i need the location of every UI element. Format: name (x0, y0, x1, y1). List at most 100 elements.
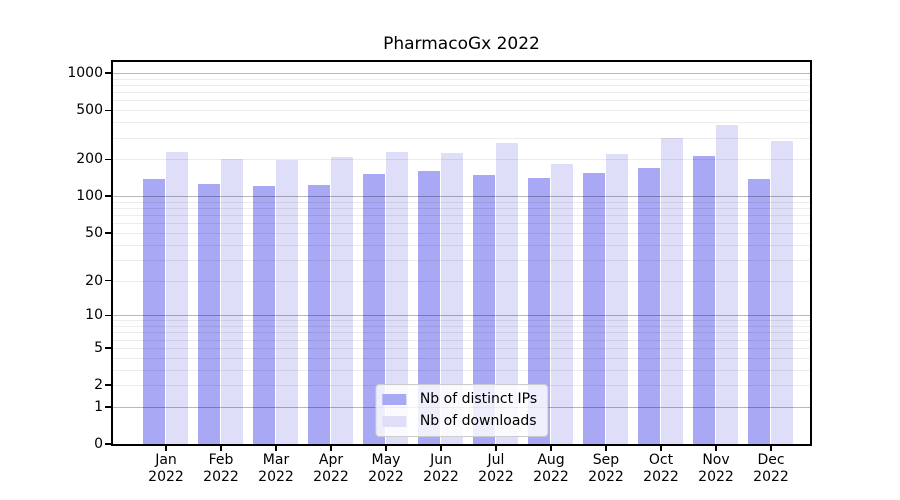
gridline-minor (113, 332, 810, 334)
y-tick-label: 50 (85, 224, 103, 241)
x-tick-mark (440, 444, 442, 451)
gridline-minor (113, 357, 810, 359)
x-tick-mark (605, 444, 607, 451)
bar-downloads-jul (496, 142, 518, 444)
x-tick-mark (330, 444, 332, 451)
x-tick-label: Sep 2022 (588, 452, 624, 485)
bar-downloads-aug (551, 163, 573, 444)
legend-swatch-distinct-ips (381, 393, 406, 405)
gridline-minor (113, 122, 810, 124)
y-tick-label: 2 (94, 377, 103, 394)
y-tick-label: 500 (76, 102, 103, 119)
y-tick-mark (105, 195, 111, 197)
bar-downloads-sep (606, 154, 628, 444)
y-tick-label: 1000 (67, 65, 103, 82)
plot-area: Nb of distinct IPs Nb of downloads 0 1 2 5 1… (67, 60, 812, 485)
bar-downloads-jan (166, 151, 188, 444)
x-tick-mark (165, 444, 167, 451)
bar-distinct-ips-dec (748, 179, 770, 444)
y-tick-label: 5 (94, 339, 103, 356)
bar-distinct-ips-jan (143, 179, 165, 444)
x-tick-mark (715, 444, 717, 451)
bar-distinct-ips-oct (638, 168, 660, 444)
gridline-minor (113, 259, 810, 261)
gridline-minor (113, 78, 810, 80)
gridline-minor (113, 339, 810, 341)
y-tick-label: 100 (76, 188, 103, 205)
y-tick-mark (105, 109, 111, 111)
gridline-minor (113, 215, 810, 217)
y-tick-label: 1 (94, 398, 103, 415)
legend-item-downloads: Nb of downloads (381, 413, 537, 429)
y-tick-mark (105, 347, 111, 349)
bar-distinct-ips-jun (418, 171, 440, 444)
y-tick-mark (105, 443, 111, 445)
gridline-minor (113, 347, 810, 349)
x-tick-mark (385, 444, 387, 451)
y-tick-label: 200 (76, 151, 103, 168)
x-tick-label: Jun 2022 (423, 452, 459, 485)
gridline-minor (113, 208, 810, 210)
bar-downloads-may (386, 152, 408, 444)
y-tick-label: 10 (85, 307, 103, 324)
x-tick-mark (275, 444, 277, 451)
y-tick-mark (105, 279, 111, 282)
legend-label-downloads: Nb of downloads (419, 413, 537, 429)
y-tick-mark (105, 384, 111, 386)
bar-distinct-ips-sep (583, 172, 605, 444)
x-tick-label: Mar 2022 (258, 452, 294, 485)
gridline-minor (113, 320, 810, 322)
gridline-minor (113, 137, 810, 139)
x-tick-mark (660, 444, 662, 451)
x-tick-label: Jul 2022 (478, 452, 514, 485)
bar-distinct-ips-jul (473, 174, 495, 444)
gridline-minor (113, 369, 810, 371)
gridline-major (113, 196, 810, 198)
legend-label-distinct-ips: Nb of distinct IPs (419, 391, 538, 407)
gridline-major (113, 73, 810, 75)
bar-downloads-nov (716, 124, 738, 444)
gridline-major (113, 315, 810, 317)
chart-title: PharmacoGx 2022 (383, 34, 540, 54)
x-tick-mark (495, 444, 497, 451)
bar-distinct-ips-may (363, 173, 385, 444)
x-tick-label: May 2022 (368, 452, 404, 485)
x-tick-mark (550, 444, 552, 451)
gridline-minor (113, 244, 810, 246)
gridline-minor (113, 92, 810, 94)
gridline-minor (113, 232, 810, 234)
y-tick-mark (105, 314, 111, 317)
x-tick-mark (220, 444, 222, 451)
x-tick-label: Aug 2022 (533, 452, 569, 485)
x-tick-label: Jan 2022 (148, 452, 184, 485)
bar-downloads-dec (771, 140, 793, 444)
gridline-minor (113, 85, 810, 87)
gridline-minor (113, 159, 810, 161)
bar-distinct-ips-mar (253, 185, 275, 444)
x-tick-label: Oct 2022 (643, 452, 679, 485)
y-tick-mark (105, 406, 111, 408)
gridline-minor (113, 223, 810, 225)
y-tick-mark (105, 72, 111, 74)
bar-distinct-ips-aug (528, 177, 550, 444)
y-tick-mark (105, 232, 111, 234)
gridline-minor (113, 326, 810, 328)
legend-item-distinct-ips: Nb of distinct IPs (381, 391, 538, 407)
bar-downloads-jun (441, 153, 463, 444)
bar-distinct-ips-feb (198, 183, 220, 444)
y-tick-label: 0 (94, 436, 103, 452)
x-tick-mark (770, 444, 772, 451)
bar-downloads-mar (276, 160, 298, 444)
gridline-minor (113, 280, 810, 282)
x-tick-label: Dec 2022 (753, 452, 789, 485)
legend: Nb of distinct IPs Nb of downloads (374, 384, 549, 437)
gridline-minor (113, 100, 810, 102)
bar-distinct-ips-apr (308, 184, 330, 444)
y-tick-label: 20 (85, 272, 103, 289)
bar-downloads-oct (661, 137, 683, 444)
legend-swatch-downloads (381, 415, 406, 427)
y-tick-mark (105, 158, 111, 161)
gridline-minor (113, 201, 810, 203)
x-tick-label: Nov 2022 (698, 452, 734, 485)
